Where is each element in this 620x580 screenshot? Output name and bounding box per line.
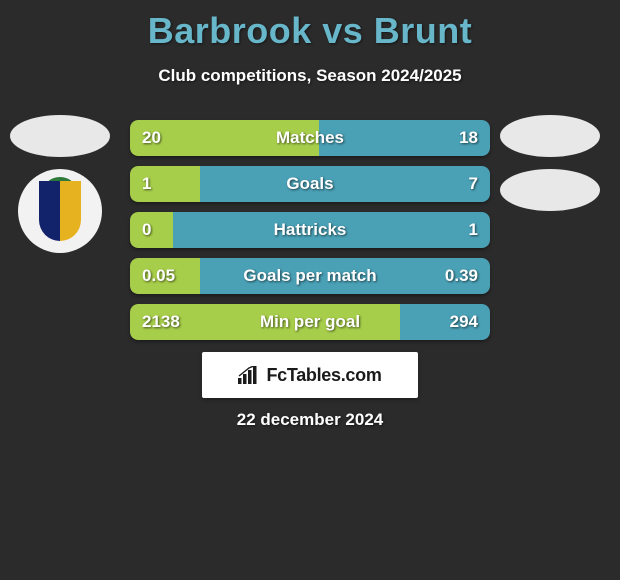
player2-photo-placeholder	[500, 115, 600, 157]
stat-bar-right	[319, 120, 490, 156]
player1-photo-placeholder	[10, 115, 110, 157]
player1-club-crest	[18, 169, 102, 253]
brand-badge: FcTables.com	[202, 352, 418, 398]
brand-text: FcTables.com	[266, 365, 381, 386]
stat-row: 01Hattricks	[130, 212, 490, 248]
stat-row: 17Goals	[130, 166, 490, 202]
stat-bar-left	[130, 166, 200, 202]
stat-bar-left	[130, 304, 400, 340]
stat-bar-right	[400, 304, 490, 340]
player2-club-placeholder	[500, 169, 600, 211]
stat-bar-left	[130, 212, 173, 248]
brand-chart-icon	[238, 366, 260, 384]
stat-row: 0.050.39Goals per match	[130, 258, 490, 294]
stat-row: 2018Matches	[130, 120, 490, 156]
subtitle: Club competitions, Season 2024/2025	[0, 66, 620, 86]
date-label: 22 december 2024	[0, 410, 620, 430]
stat-bar-left	[130, 120, 319, 156]
stat-bar-right	[200, 166, 490, 202]
page-title: Barbrook vs Brunt	[0, 0, 620, 52]
stat-bar-right	[173, 212, 490, 248]
left-player-column	[10, 115, 110, 253]
stat-bar-right	[200, 258, 490, 294]
stat-row: 2138294Min per goal	[130, 304, 490, 340]
stat-bar-left	[130, 258, 200, 294]
comparison-bars: 2018Matches 17Goals 01Hattricks 0.050.39Goa…	[130, 120, 490, 340]
right-player-column	[500, 115, 600, 211]
